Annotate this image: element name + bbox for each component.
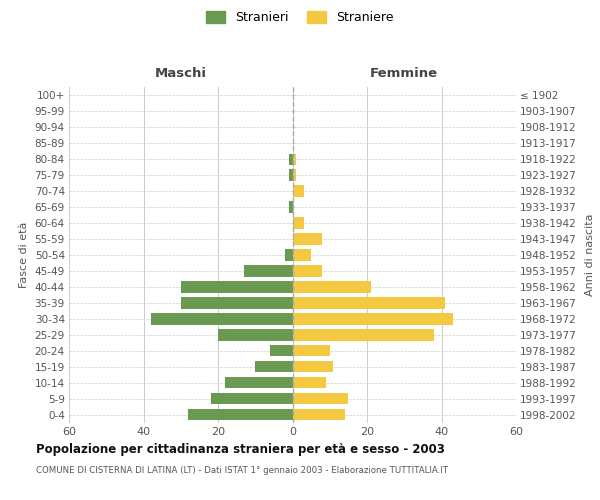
- Bar: [181, 297, 293, 308]
- Bar: [289, 202, 293, 213]
- Bar: [289, 170, 293, 181]
- Legend: Stranieri, Straniere: Stranieri, Straniere: [202, 6, 398, 29]
- Bar: [293, 218, 304, 229]
- Bar: [293, 186, 304, 197]
- Bar: [289, 154, 293, 165]
- Bar: [293, 329, 434, 340]
- Bar: [293, 313, 452, 324]
- Bar: [211, 393, 293, 404]
- Bar: [188, 409, 293, 420]
- Bar: [293, 361, 334, 372]
- Bar: [293, 234, 322, 245]
- Bar: [293, 393, 349, 404]
- Text: Maschi: Maschi: [155, 67, 207, 80]
- Bar: [218, 329, 293, 340]
- Bar: [244, 265, 293, 276]
- Bar: [293, 281, 371, 292]
- Bar: [293, 297, 445, 308]
- Bar: [226, 377, 293, 388]
- Bar: [293, 377, 326, 388]
- Text: Femmine: Femmine: [370, 67, 439, 80]
- Bar: [181, 281, 293, 292]
- Y-axis label: Fasce di età: Fasce di età: [19, 222, 29, 288]
- Bar: [293, 154, 296, 165]
- Bar: [270, 345, 293, 356]
- Bar: [293, 409, 344, 420]
- Bar: [293, 170, 296, 181]
- Bar: [151, 313, 293, 324]
- Bar: [293, 265, 322, 276]
- Bar: [285, 250, 293, 260]
- Bar: [293, 345, 330, 356]
- Text: Popolazione per cittadinanza straniera per età e sesso - 2003: Popolazione per cittadinanza straniera p…: [36, 442, 445, 456]
- Bar: [255, 361, 293, 372]
- Y-axis label: Anni di nascita: Anni di nascita: [585, 214, 595, 296]
- Text: COMUNE DI CISTERNA DI LATINA (LT) - Dati ISTAT 1° gennaio 2003 - Elaborazione TU: COMUNE DI CISTERNA DI LATINA (LT) - Dati…: [36, 466, 448, 475]
- Bar: [293, 250, 311, 260]
